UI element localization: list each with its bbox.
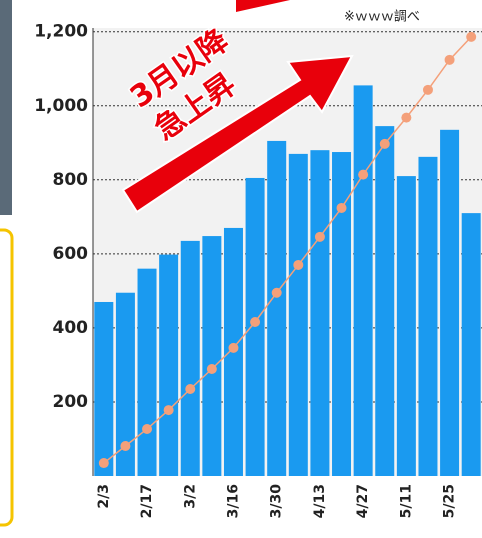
y-tick-label: 200 xyxy=(53,392,89,412)
bar xyxy=(94,302,113,476)
bar xyxy=(181,241,200,476)
y-tick-label: 600 xyxy=(53,244,89,264)
line-point xyxy=(315,232,325,242)
y-tick-label: 800 xyxy=(53,170,89,190)
bar xyxy=(202,236,221,476)
bar xyxy=(440,130,459,476)
line-point xyxy=(228,343,238,353)
bar xyxy=(310,150,329,476)
side-box xyxy=(0,230,12,525)
bar xyxy=(332,152,351,476)
line-point xyxy=(337,203,347,213)
bar xyxy=(462,213,481,476)
line-point xyxy=(250,317,260,327)
source-note: ※ｗｗｗ調べ xyxy=(344,10,420,25)
x-tick-label: 3/2 xyxy=(182,484,198,509)
bar xyxy=(138,269,157,476)
line-point xyxy=(445,55,455,65)
line-point xyxy=(207,364,217,374)
x-tick-label: 5/25 xyxy=(442,484,458,518)
photo-edge xyxy=(0,0,12,215)
line-point xyxy=(185,384,195,394)
x-tick-label: 5/11 xyxy=(398,484,414,518)
line-point xyxy=(99,458,109,468)
line-point xyxy=(423,85,433,95)
line-point xyxy=(401,113,411,123)
arrow-fragment xyxy=(236,0,290,12)
bar xyxy=(397,176,416,476)
x-tick-label: 3/30 xyxy=(269,484,285,519)
line-point xyxy=(272,288,282,298)
x-tick-label: 3/16 xyxy=(225,484,241,518)
line-point xyxy=(380,139,390,149)
line-point xyxy=(358,170,368,180)
line-point xyxy=(293,260,303,270)
page: {"chart_data": {"type": "bar", "categori… xyxy=(0,0,482,538)
x-tick-label: 2/17 xyxy=(139,484,155,518)
bar xyxy=(289,154,308,476)
line-point xyxy=(120,441,130,451)
y-tick-label: 1,200 xyxy=(34,22,88,42)
x-tick-label: 4/27 xyxy=(355,484,371,518)
y-tick-label: 400 xyxy=(53,318,89,338)
bar xyxy=(267,141,286,476)
line-point xyxy=(466,32,476,42)
line-point xyxy=(142,424,152,434)
bar xyxy=(159,255,178,476)
y-tick-label: 1,000 xyxy=(34,96,88,116)
x-tick-label: 4/13 xyxy=(312,484,328,518)
bar xyxy=(418,157,437,476)
x-tick-label: 2/3 xyxy=(96,484,112,509)
chart: 3月以降 急上昇 ※ｗｗｗ調べ 2004006008001,0001,2002/… xyxy=(0,0,482,538)
bar xyxy=(354,85,373,476)
bar xyxy=(375,126,394,476)
line-point xyxy=(164,405,174,415)
